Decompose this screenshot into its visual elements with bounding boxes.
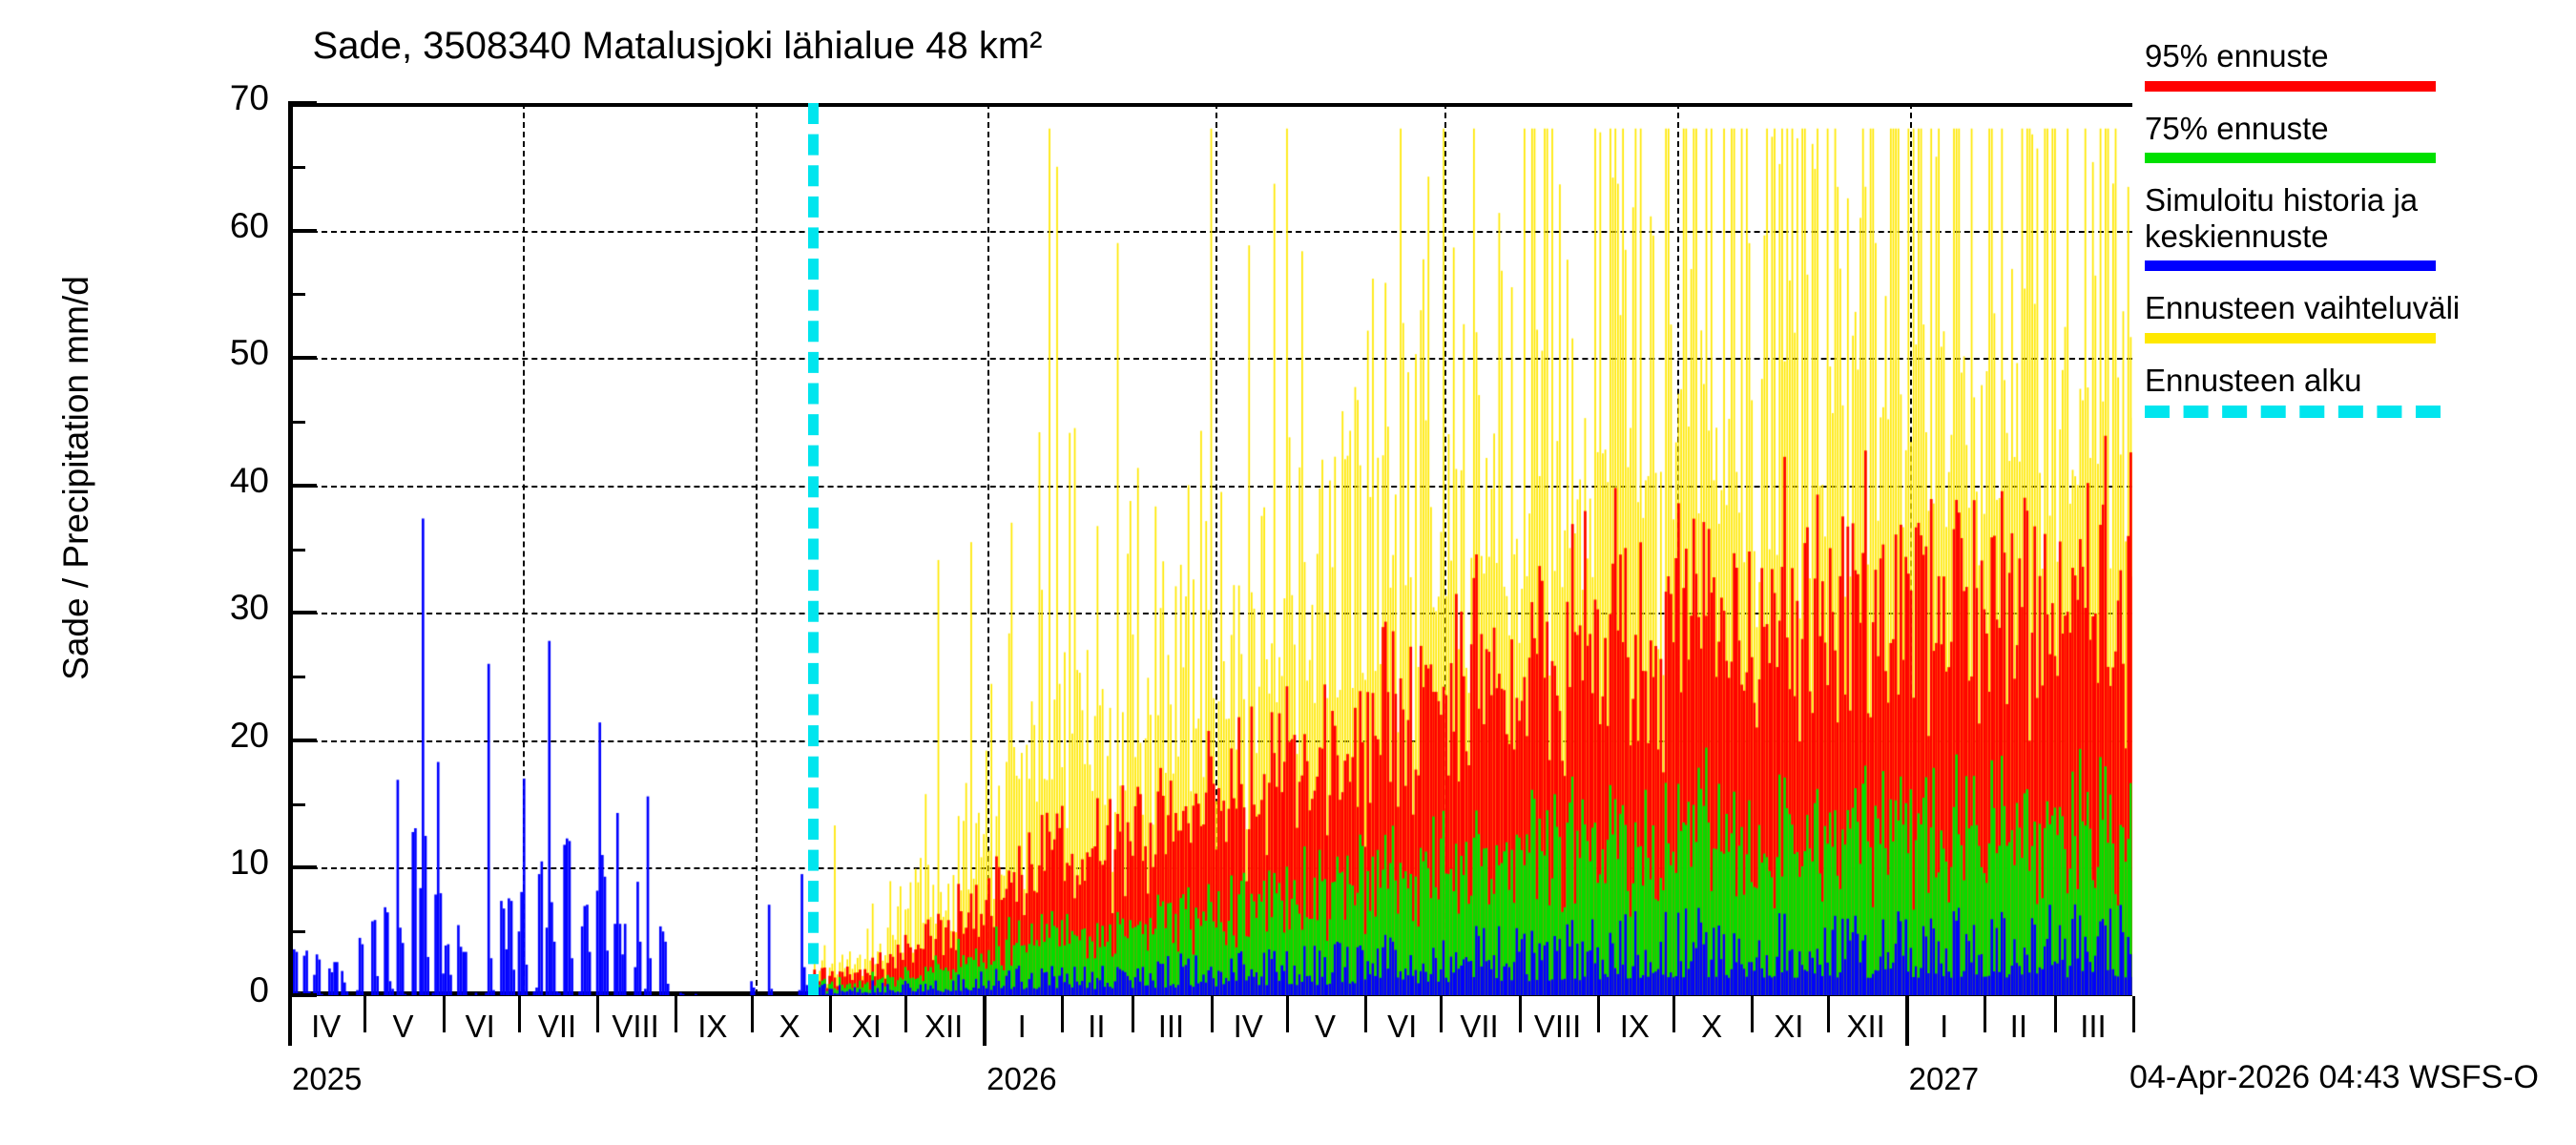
x-axis-month-label: IV (1233, 1009, 1263, 1044)
x-axis-month-tick (1672, 996, 1676, 1032)
y-axis-minor-tick (288, 165, 305, 169)
x-axis-month-label: XII (924, 1009, 964, 1044)
x-axis-month-label: III (1157, 1009, 1185, 1044)
legend-item-label: 75% ennuste (2145, 110, 2329, 146)
x-axis-month-tick (750, 996, 754, 1032)
x-axis-month-tick (1061, 996, 1065, 1032)
legend-item-label: Ennusteen vaihteluväli (2145, 290, 2461, 326)
x-axis-month-tick (517, 996, 521, 1032)
x-axis-month-tick (1132, 996, 1135, 1032)
plot-area (288, 103, 2132, 995)
legend-item-swatch (2145, 80, 2436, 92)
y-axis-tick-label: 20 (229, 715, 269, 755)
x-axis-month-tick (2053, 996, 2057, 1032)
x-axis-month-tick (1751, 996, 1755, 1032)
y-axis-minor-tick (288, 930, 305, 934)
y-axis-minor-tick (288, 676, 305, 679)
legend-item-label: Ennusteen alku (2145, 363, 2362, 399)
legend-item-label: Simuloitu historia ja keskiennuste (2145, 182, 2419, 254)
x-axis-month-label: XI (851, 1009, 882, 1044)
x-axis-month-label: III (2080, 1009, 2107, 1044)
x-axis-month-tick (364, 996, 367, 1032)
x-axis-month-label: X (1701, 1009, 1723, 1044)
chart-title: Sade, 3508340 Matalusjoki lähialue 48 km… (312, 25, 1043, 67)
x-axis-month-label: I (1940, 1009, 1949, 1044)
x-axis-month-tick (1518, 996, 1522, 1032)
x-axis-year-label: 2025 (292, 1061, 363, 1096)
y-axis-tick (288, 865, 317, 870)
x-axis-month-tick (828, 996, 832, 1032)
x-axis-month-tick (1983, 996, 1986, 1032)
legend-item[interactable]: Ennusteen alku (2145, 363, 2565, 418)
x-axis-month-label: VI (465, 1009, 495, 1044)
legend-item[interactable]: Ennusteen vaihteluväli (2145, 290, 2565, 344)
x-axis-month-label: IV (311, 1009, 342, 1044)
y-axis-tick (288, 228, 317, 233)
x-axis-month-tick (1364, 996, 1368, 1032)
forecast-start-line (808, 103, 820, 995)
x-axis-year-tick (288, 996, 292, 1046)
x-axis-month-label: IX (1619, 1009, 1650, 1044)
x-axis-month-tick (1826, 996, 1830, 1032)
y-axis-minor-tick (288, 420, 305, 424)
y-axis-tick-label: 50 (229, 333, 269, 373)
x-axis-month-label: VI (1387, 1009, 1418, 1044)
x-axis-month-tick (1440, 996, 1444, 1032)
x-axis-month-tick (675, 996, 678, 1032)
x-axis-month-label: IX (697, 1009, 728, 1044)
x-axis-month-label: II (1088, 1009, 1106, 1044)
legend-item-swatch (2145, 153, 2436, 164)
x-axis-year-tick (1904, 996, 1909, 1046)
x-axis-month-tick (2132, 996, 2135, 1032)
y-axis-tick (288, 611, 317, 615)
y-axis-tick (288, 101, 317, 105)
x-axis-year-label: 2026 (987, 1061, 1057, 1096)
legend-item-swatch (2145, 333, 2436, 344)
y-axis-tick-label: 40 (229, 460, 269, 500)
legend-item-swatch (2145, 260, 2436, 272)
y-axis-label: Sade / Precipitation mm/d (56, 276, 95, 680)
x-axis-month-label: V (392, 1009, 414, 1044)
x-axis-month-label: X (779, 1009, 800, 1044)
y-axis-tick-label: 70 (229, 78, 269, 117)
x-axis-month-label: VIII (612, 1009, 659, 1044)
legend-item[interactable]: Simuloitu historia ja keskiennuste (2145, 182, 2565, 272)
y-axis-tick-label: 0 (249, 970, 269, 1010)
y-axis-minor-tick (288, 548, 305, 552)
y-axis-tick (288, 738, 317, 742)
x-axis-month-tick (442, 996, 446, 1032)
x-axis-month-label: VII (1460, 1009, 1499, 1044)
legend-item[interactable]: 75% ennuste (2145, 111, 2565, 164)
x-axis-month-label: I (1017, 1009, 1027, 1044)
y-axis-tick (288, 993, 317, 997)
legend-item-swatch (2145, 405, 2441, 418)
x-axis-month-label: VII (537, 1009, 577, 1044)
y-axis-minor-tick (288, 293, 305, 297)
x-axis-month-tick (1210, 996, 1214, 1032)
precipitation-bars (293, 103, 2132, 995)
x-axis-month-tick (1596, 996, 1600, 1032)
y-axis-tick (288, 356, 317, 361)
x-axis-month-tick (596, 996, 600, 1032)
legend-item[interactable]: 95% ennuste (2145, 38, 2565, 92)
x-axis-month-tick (904, 996, 908, 1032)
x-axis-month-label: II (2009, 1009, 2027, 1044)
x-axis-month-tick (1285, 996, 1289, 1032)
x-axis-year-label: 2027 (1908, 1061, 1980, 1096)
x-axis-month-label: V (1314, 1009, 1336, 1044)
y-axis-tick-label: 10 (229, 843, 269, 883)
footer-timestamp: 04-Apr-2026 04:43 WSFS-O (2129, 1059, 2539, 1095)
x-axis-month-label: XI (1774, 1009, 1804, 1044)
y-axis-tick (288, 483, 317, 488)
x-axis-month-label: XII (1846, 1009, 1885, 1044)
y-axis-minor-tick (288, 802, 305, 806)
chart-legend: 95% ennuste 75% ennuste Simuloitu historia… (2145, 38, 2565, 437)
legend-item-label: 95% ennuste (2145, 38, 2329, 73)
y-axis-tick-label: 30 (229, 588, 269, 628)
x-axis-year-tick (983, 996, 987, 1046)
y-axis-tick-label: 60 (229, 205, 269, 245)
x-axis-month-label: VIII (1533, 1009, 1582, 1044)
